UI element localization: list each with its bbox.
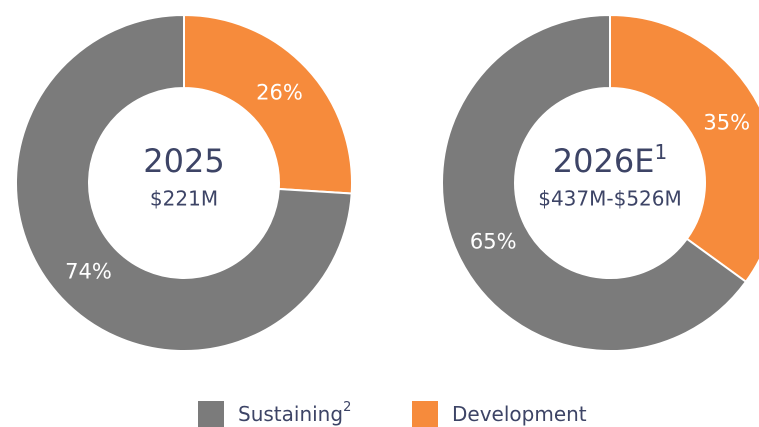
center-title-text: 2026E <box>553 142 655 180</box>
legend-swatch <box>198 401 224 427</box>
legend-label-text: Development <box>452 402 587 426</box>
donut-segment <box>441 13 748 352</box>
legend-label: Sustaining2 <box>238 400 351 426</box>
data-label: 35% <box>703 111 750 135</box>
center-title: 2025 <box>143 142 224 180</box>
donut-segment <box>183 13 353 195</box>
data-label: 26% <box>256 80 303 104</box>
data-label: 65% <box>470 229 517 253</box>
legend-label-text: Sustaining <box>238 402 343 426</box>
center-subtitle: $437M-$526M <box>538 187 682 211</box>
center-title: 2026E1 <box>553 140 667 181</box>
legend-label: Development <box>452 402 587 426</box>
center-title-text: 2025 <box>143 142 224 180</box>
legend-label-superscript: 2 <box>343 400 351 415</box>
donut-segment <box>15 13 353 352</box>
legend-swatch <box>412 401 438 427</box>
center-title-superscript: 1 <box>654 140 667 164</box>
donut-segment <box>609 13 759 284</box>
center-subtitle: $221M <box>150 187 218 211</box>
data-label: 74% <box>65 260 112 284</box>
